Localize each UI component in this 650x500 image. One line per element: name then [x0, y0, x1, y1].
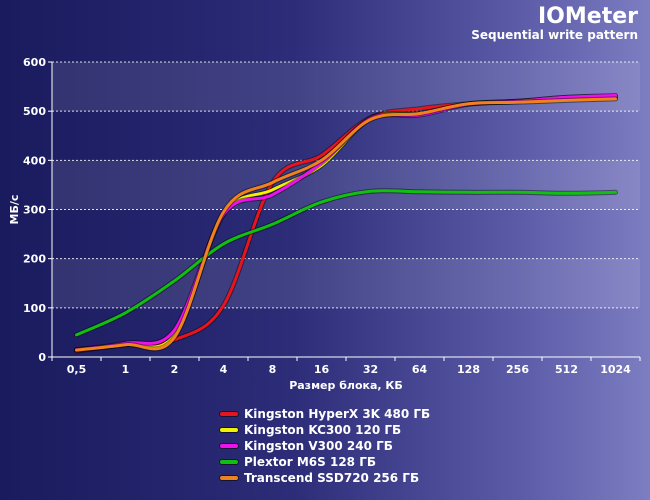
x-tick-label: 32: [363, 363, 378, 376]
y-tick-label: 0: [38, 351, 46, 364]
plot-band: [52, 160, 640, 210]
x-tick-label: 8: [269, 363, 277, 376]
x-axis-label: Размер блока, КБ: [289, 379, 403, 392]
legend: Kingston HyperX 3K 480 ГБ Kingston KC300 …: [219, 407, 430, 485]
page-subtitle: Sequential write pattern: [471, 28, 638, 42]
axes: [48, 61, 641, 361]
y-axis-label: МБ/с: [8, 195, 21, 225]
y-tick-label: 200: [23, 253, 46, 266]
grid-lines: [52, 61, 640, 309]
series-line-4: [75, 189, 617, 337]
plot-bands: [52, 62, 640, 308]
x-tick-label: 1024: [600, 363, 631, 376]
legend-label-5: Transcend SSD720 256 ГБ: [244, 471, 419, 485]
legend-label-2: Kingston KC300 120 ГБ: [244, 423, 401, 437]
x-tick-label: 128: [457, 363, 480, 376]
x-tick-label: 4: [220, 363, 228, 376]
x-tick-label: 64: [412, 363, 428, 376]
y-tick-label: 300: [23, 204, 46, 217]
legend-label-1: Kingston HyperX 3K 480 ГБ: [244, 407, 430, 421]
x-tick-label: 256: [506, 363, 529, 376]
x-tick-label: 16: [314, 363, 330, 376]
y-tick-label: 400: [23, 154, 46, 167]
y-tick-label: 600: [23, 56, 46, 69]
series-line-shadow: [74, 96, 618, 353]
series-lines: [74, 92, 618, 354]
y-tick-label: 100: [23, 302, 46, 315]
plot-band: [52, 258, 640, 308]
y-tick-label: 500: [23, 105, 46, 118]
x-tick-labels: 0,5 1 2 4 8 16 32 64 128 256 512 1024: [67, 363, 631, 376]
page-title: IOMeter: [538, 4, 638, 29]
x-tick-label: 1: [122, 363, 130, 376]
legend-label-3: Kingston V300 240 ГБ: [244, 439, 393, 453]
x-tick-label: 0,5: [67, 363, 87, 376]
series-line-5: [75, 97, 617, 352]
y-tick-labels: 0 100 200 300 400 500 600: [23, 56, 46, 364]
plot-band: [52, 62, 640, 112]
legend-label-4: Plextor M6S 128 ГБ: [244, 455, 376, 469]
x-tick-label: 512: [555, 363, 578, 376]
x-tick-label: 2: [171, 363, 179, 376]
